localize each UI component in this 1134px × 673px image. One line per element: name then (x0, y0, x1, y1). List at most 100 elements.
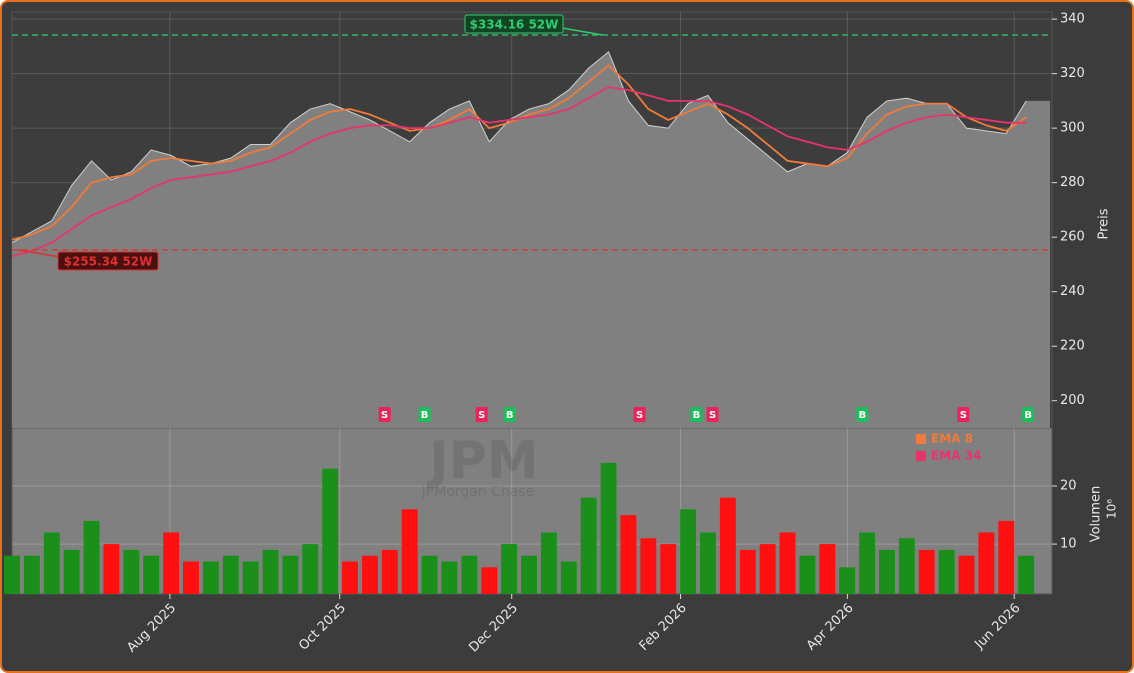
signal-label: B (1024, 410, 1032, 421)
signal-label: B (506, 410, 514, 421)
y-tick-label: 10 (1060, 537, 1077, 552)
volume-bar (540, 532, 557, 594)
annotation-arrow (17, 249, 61, 258)
signal-label: S (478, 410, 485, 421)
volume-bar (202, 561, 219, 594)
y-tick-label: 320 (1060, 66, 1085, 81)
y-axis-label: Volumen (1089, 486, 1104, 543)
y-tick-label: 200 (1060, 393, 1085, 408)
watermark: JPM (426, 431, 538, 491)
signal-label: S (960, 410, 967, 421)
annotation-box (464, 14, 564, 34)
volume-bar (580, 497, 597, 594)
volume-bar (322, 468, 339, 594)
y-tick-label: 240 (1060, 284, 1085, 299)
y-tick-label: 300 (1060, 121, 1085, 136)
watermark: JPMorgan Chase (421, 484, 535, 500)
volume-bar (123, 549, 140, 594)
volume-bar (103, 544, 120, 594)
volume-bar (83, 520, 100, 594)
signal-label: S (381, 410, 388, 421)
volume-bar (401, 509, 418, 594)
x-tick-label: Aug 2025 (124, 601, 179, 656)
signal-label: B (858, 410, 866, 421)
signal-label: S (636, 410, 643, 421)
signal-marker (633, 407, 646, 422)
volume-bar (1018, 555, 1035, 594)
volume-bar (779, 532, 796, 594)
y-axis-label: Preis (1097, 208, 1112, 239)
volume-bar (839, 567, 856, 594)
volume-bar (421, 555, 438, 594)
volume-bar (302, 544, 319, 594)
volume-bar (978, 532, 995, 594)
volume-bar (600, 462, 617, 594)
y-tick-label: 20 (1060, 479, 1077, 494)
signal-marker (957, 407, 970, 422)
annotation-arrow (561, 27, 603, 36)
y-tick-label: 340 (1060, 12, 1085, 27)
volume-bar (4, 555, 20, 594)
volume-bar (143, 555, 160, 594)
volume-bar (898, 538, 915, 594)
volume-bar (163, 532, 180, 594)
signal-marker (418, 407, 431, 422)
annotation-label: $334.16 52W (470, 18, 559, 32)
signal-label: B (421, 410, 429, 421)
ema-line (11, 86, 1027, 258)
volume-bar (361, 555, 378, 594)
volume-bar (381, 549, 398, 594)
volume-bar (43, 532, 60, 594)
x-tick-label: Apr 2026 (804, 601, 857, 654)
volume-bar (282, 555, 299, 594)
legend-swatch (916, 451, 926, 461)
signal-marker (856, 407, 869, 422)
volume-bar (640, 538, 657, 594)
signal-label: S (709, 410, 716, 421)
volume-bar (819, 544, 836, 594)
volume-bar (63, 549, 80, 594)
legend-label: EMA 34 (931, 449, 981, 463)
volume-bar (799, 555, 816, 594)
x-tick-label: Jun 2026 (972, 601, 1024, 653)
annotation-box (57, 251, 159, 271)
y-tick-label: 260 (1060, 230, 1085, 245)
volume-bar (222, 555, 239, 594)
price-line (11, 50, 1027, 244)
x-tick-label: Oct 2025 (296, 601, 349, 654)
volume-bar (719, 497, 736, 594)
volume-bar (660, 544, 677, 594)
volume-bar (461, 555, 478, 594)
y-axis-unit: 10⁶ (1105, 499, 1119, 519)
signal-marker (503, 407, 516, 422)
volume-bar (342, 561, 359, 594)
signal-marker (690, 407, 703, 422)
volume-bar (501, 544, 518, 594)
volume-bar (183, 561, 199, 594)
volume-bar (958, 555, 975, 594)
volume-bar (521, 555, 537, 594)
volume-bar (262, 549, 279, 594)
signal-label: B (693, 410, 701, 421)
signal-marker (475, 407, 488, 422)
volume-bar (998, 520, 1015, 594)
signal-marker (706, 407, 719, 422)
volume-bar (441, 561, 458, 594)
volume-bar (759, 544, 776, 594)
legend-label: EMA 8 (931, 432, 973, 446)
volume-bar (242, 561, 259, 594)
y-tick-label: 280 (1060, 175, 1085, 190)
volume-bar (481, 567, 498, 594)
volume-bar (938, 549, 955, 594)
x-tick-label: Feb 2026 (637, 601, 690, 654)
legend-swatch (916, 434, 926, 444)
volume-bar (739, 549, 756, 594)
signal-marker (378, 407, 391, 422)
volume-bar (878, 549, 895, 594)
volume-bar (560, 561, 577, 594)
annotation-label: $255.34 52W (64, 255, 153, 269)
volume-bar (859, 532, 876, 594)
signal-marker (1022, 407, 1035, 422)
